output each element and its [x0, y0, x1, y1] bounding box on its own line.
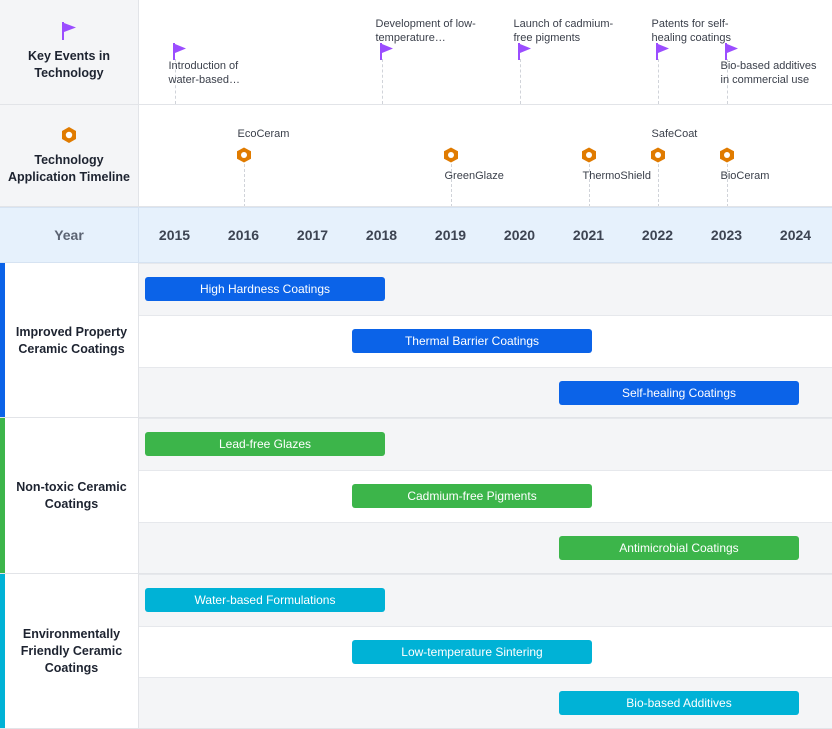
event-label: GreenGlaze	[445, 169, 504, 183]
event-label: Development of low- temperature…	[376, 17, 476, 45]
group-label: Improved Property Ceramic Coatings	[0, 263, 139, 418]
year-tick-label: 2019	[426, 227, 476, 243]
gantt-bar[interactable]: Bio-based Additives	[559, 691, 799, 715]
gantt-bar[interactable]: Thermal Barrier Coatings	[352, 329, 592, 353]
event-hexagon-icon	[650, 147, 666, 168]
gantt-bar[interactable]: Self-healing Coatings	[559, 381, 799, 405]
event-flag-icon	[518, 43, 532, 65]
event-guide-line	[520, 59, 521, 104]
milestone-row-title: Technology Application Timeline	[7, 152, 132, 186]
flag-icon	[61, 22, 77, 40]
event-flag-icon	[380, 43, 394, 65]
milestone-row-label: Technology Application Timeline	[0, 104, 139, 207]
year-header: Year 2015 2016 2017 2018 2019 2020 2021 2022 2023…	[0, 207, 832, 263]
event-guide-line	[658, 59, 659, 104]
row-divider	[0, 104, 832, 105]
milestone-row-title: Key Events in Technology	[7, 48, 132, 82]
gantt-bar[interactable]: Lead-free Glazes	[145, 432, 385, 456]
event-guide-line	[382, 59, 383, 104]
group-accent-bar	[0, 574, 5, 729]
event-label: SafeCoat	[652, 127, 698, 141]
event-hexagon-icon	[236, 147, 252, 168]
gantt-bar[interactable]: Low-temperature Sintering	[352, 640, 592, 664]
event-label: Introduction of water-based…	[169, 59, 241, 87]
event-label: Launch of cadmium- free pigments	[514, 17, 614, 45]
event-label: ThermoShield	[583, 169, 651, 183]
gantt-bar[interactable]: High Hardness Coatings	[145, 277, 385, 301]
gantt-bar[interactable]: Water-based Formulations	[145, 588, 385, 612]
event-label: Bio-based additives in commercial use	[721, 59, 817, 87]
year-tick-label: 2023	[702, 227, 752, 243]
event-hexagon-icon	[581, 147, 597, 168]
event-label: Patents for self- healing coatings	[652, 17, 732, 45]
event-label: EcoCeram	[238, 127, 290, 141]
group-label: Environmentally Friendly Ceramic Coating…	[0, 574, 139, 729]
year-header-label: Year	[0, 208, 139, 262]
group-title: Non-toxic Ceramic Coatings	[8, 479, 131, 513]
year-tick-label: 2020	[495, 227, 545, 243]
year-tick-label: 2021	[564, 227, 614, 243]
event-hexagon-icon	[443, 147, 459, 168]
event-guide-line	[658, 164, 659, 207]
hexagon-icon	[60, 126, 78, 144]
event-label: BioCeram	[721, 169, 770, 183]
group-accent-bar	[0, 263, 5, 418]
year-tick-label: 2017	[288, 227, 338, 243]
gantt-bar[interactable]: Cadmium-free Pigments	[352, 484, 592, 508]
year-tick-label: 2024	[771, 227, 821, 243]
year-tick-label: 2016	[219, 227, 269, 243]
group-accent-bar	[0, 418, 5, 573]
group-title: Environmentally Friendly Ceramic Coating…	[8, 626, 131, 677]
group-title: Improved Property Ceramic Coatings	[8, 324, 131, 358]
gantt-bar[interactable]: Antimicrobial Coatings	[559, 536, 799, 560]
event-guide-line	[244, 164, 245, 207]
event-hexagon-icon	[719, 147, 735, 168]
group-label: Non-toxic Ceramic Coatings	[0, 418, 139, 573]
year-tick-label: 2022	[633, 227, 683, 243]
event-flag-icon	[656, 43, 670, 65]
milestone-row-label: Key Events in Technology	[0, 0, 139, 104]
year-tick-label: 2018	[357, 227, 407, 243]
year-tick-label: 2015	[150, 227, 200, 243]
